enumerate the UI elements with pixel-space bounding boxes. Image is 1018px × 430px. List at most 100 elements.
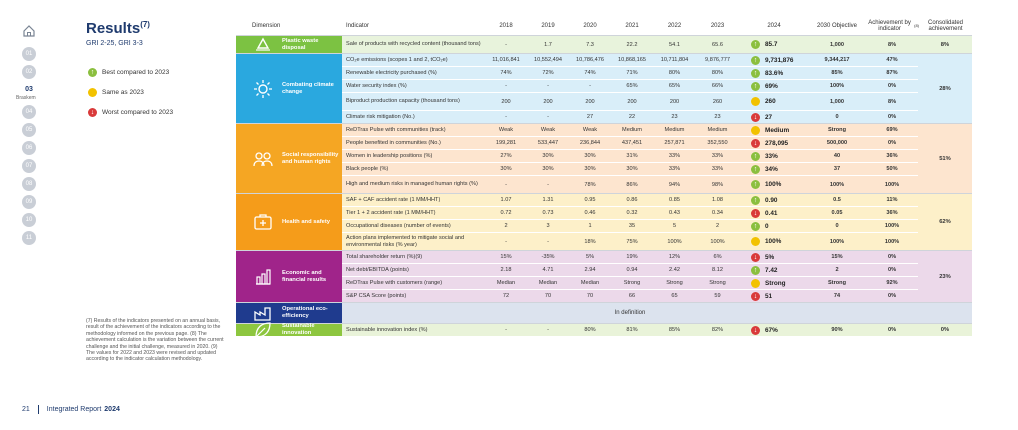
dimension-block-plastic: Plastic waste disposal Sale of products w… — [236, 35, 972, 54]
cell-value: 3 — [546, 223, 550, 229]
nav-item-05[interactable]: 05 — [22, 123, 36, 137]
cell-value: 80% — [668, 70, 681, 76]
cell-value: 33% — [668, 153, 681, 159]
cell-achievement: 100% — [884, 223, 900, 229]
cell-value: 70 — [544, 293, 552, 299]
header-2024: 2024 — [767, 22, 781, 29]
dimension-name: Sustainable innovation — [282, 323, 315, 336]
cell-2024: 83.6% — [765, 69, 784, 77]
indicator-name: Tier 1 + 2 accident rate (1 MM/HHT) — [346, 209, 436, 216]
nav-item-01[interactable]: 01 — [22, 47, 36, 61]
cell-2024: 0.90 — [765, 196, 778, 204]
nav-item-08[interactable]: 08 — [22, 177, 36, 191]
nav-item-07[interactable]: 07 — [22, 159, 36, 173]
header-dimension: Dimension — [252, 22, 281, 29]
cell-2024: 0.41 — [765, 209, 778, 217]
page-subtitle: GRI 2-25, GRI 3-3 — [86, 40, 143, 47]
cell-value: 59 — [714, 293, 721, 299]
arrow-up-icon: ↑ — [88, 67, 97, 77]
arrow-up-icon: ↑ — [751, 180, 760, 189]
cell-value: 30% — [542, 153, 554, 159]
in-definition-text: In definition — [614, 310, 646, 316]
cell-value: Median — [538, 280, 558, 286]
cell-value: Weak — [540, 127, 556, 133]
cell-value: 65% — [668, 83, 681, 89]
cell-value: - — [505, 181, 507, 188]
arrow-up-icon: ↑ — [751, 221, 760, 231]
cell-value: Median — [496, 280, 516, 286]
nav-item-06[interactable]: 06 — [22, 141, 36, 155]
cell-value: 19% — [626, 254, 638, 260]
indicator-name: Women in leadership positions (%) — [346, 152, 433, 159]
cell-achievement: 100% — [884, 181, 900, 188]
cell-2024: 34% — [765, 165, 778, 173]
cell-value: 7.3 — [586, 41, 594, 48]
page-footer: 21 Integrated Report 2024 — [22, 405, 120, 414]
cell-value: 65 — [671, 293, 678, 299]
nav-item-11[interactable]: 11 — [22, 231, 36, 245]
cell-2024: Strong — [765, 279, 786, 287]
cell-value: 30% — [584, 166, 596, 172]
cell-value: - — [547, 238, 549, 245]
cell-achievement: 0% — [887, 254, 897, 260]
report-year: 2024 — [104, 406, 120, 413]
indicator-name: SAF + CAF accident rate (1 MM/HHT) — [346, 196, 441, 203]
nav-item-03[interactable]: 03 — [22, 83, 36, 95]
cell-objective: 2 — [835, 267, 839, 273]
cell-value: - — [547, 83, 549, 89]
cell-value: 31% — [626, 153, 638, 159]
indicator-name: Black people (%) — [346, 165, 389, 172]
cell-value: Medium — [664, 127, 685, 133]
cell-value: 2.42 — [669, 267, 680, 273]
indicator-name: Action plans implemented to mitigate soc… — [346, 235, 465, 248]
cell-value: 22 — [628, 114, 636, 120]
header-2022: 2022 — [667, 22, 682, 29]
cell-value: 200 — [627, 98, 637, 105]
cell-achievement: 0% — [887, 267, 897, 273]
dimension-block-climate: Combating climate change CO₂e emissions (… — [236, 53, 972, 124]
cell-value: 80% — [584, 327, 596, 333]
nav-item-10[interactable]: 10 — [22, 213, 36, 227]
arrow-up-icon: ↑ — [751, 55, 760, 65]
nav-item-sub: Braskem — [16, 95, 36, 101]
cell-achievement: 0% — [887, 114, 897, 120]
cell-value: 1.08 — [712, 197, 723, 203]
nav-item-04[interactable]: 04 — [22, 105, 36, 119]
cell-value: 5% — [585, 254, 595, 260]
recycle-icon — [256, 37, 270, 51]
arrow-up-icon: ↑ — [751, 151, 760, 161]
cell-achievement: 87% — [886, 70, 898, 76]
cell-achievement: 0% — [887, 293, 897, 299]
cell-value: 100% — [667, 238, 682, 245]
header-consolidated: Consolidated achievement — [927, 19, 964, 33]
arrow-up-icon: ↑ — [751, 195, 760, 205]
cell-achievement: 0% — [887, 83, 897, 89]
cell-value: 2.18 — [500, 267, 512, 273]
cell-achievement: 69% — [886, 127, 898, 133]
cell-value: 2.94 — [584, 267, 596, 273]
cell-value: 100% — [710, 238, 725, 245]
cell-value: 27 — [586, 114, 594, 120]
nav-item-09[interactable]: 09 — [22, 195, 36, 209]
cell-value: 74% — [500, 70, 512, 76]
consolidated-achievement: 51% — [939, 155, 951, 162]
cell-value: 30% — [542, 166, 554, 172]
table-row: Net debt/EBITDA (points) 2.18 4.71 2.94 0.94… — [342, 264, 918, 277]
chapter-nav: 01 02 03 Braskem 04 05 06 07 08 09 10 11 — [16, 24, 40, 249]
nav-item-02[interactable]: 02 — [22, 65, 36, 79]
arrow-up-icon: ↑ — [751, 164, 760, 174]
cell-value: 10,552,494 — [534, 57, 562, 63]
cell-value: 10,868,165 — [618, 57, 646, 63]
cell-objective: 90% — [831, 327, 843, 333]
cell-value: 260 — [712, 98, 723, 105]
indicator-name: Water security index (%) — [346, 82, 407, 89]
cell-value: - — [547, 327, 549, 333]
home-icon[interactable] — [22, 24, 36, 38]
table-row: Occupational diseases (number of events)… — [342, 220, 918, 233]
cell-objective: 74 — [833, 293, 841, 299]
cell-2024: 260 — [765, 98, 776, 105]
page-title: Results(7) — [86, 20, 150, 37]
footnotes: (7) Results of the indicators presented … — [86, 318, 224, 363]
cell-2024: 27 — [765, 113, 773, 121]
legend: ↑ Best compared to 2023 Same as 2023 ↓ W… — [88, 66, 173, 126]
